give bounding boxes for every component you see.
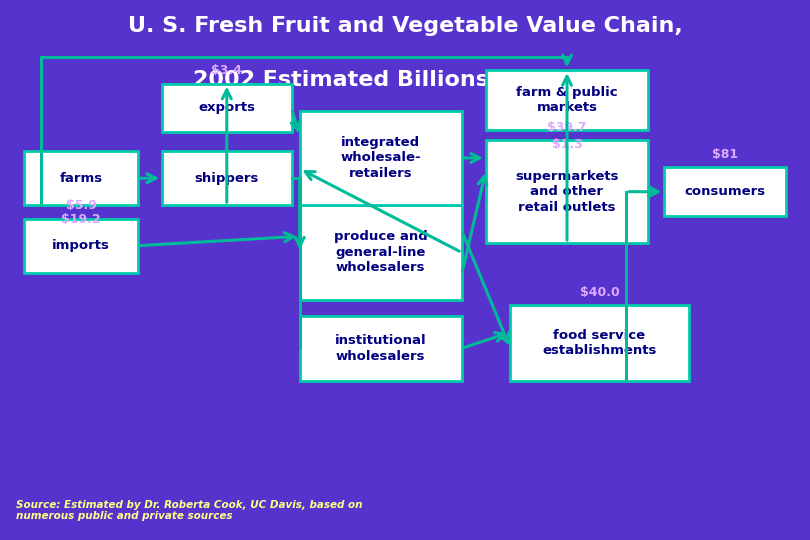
Text: imports: imports	[52, 239, 110, 252]
Text: integrated
wholesale-
retailers: integrated wholesale- retailers	[340, 136, 421, 180]
FancyBboxPatch shape	[486, 70, 648, 130]
Text: 2002 Estimated Billions of Dollars: 2002 Estimated Billions of Dollars	[193, 70, 617, 90]
FancyBboxPatch shape	[486, 140, 648, 243]
Text: supermarkets
and other
retail outlets: supermarkets and other retail outlets	[515, 170, 619, 214]
FancyBboxPatch shape	[300, 205, 462, 300]
Text: exports: exports	[198, 102, 255, 114]
Text: food service
establishments: food service establishments	[542, 329, 657, 357]
Text: shippers: shippers	[194, 172, 259, 185]
FancyBboxPatch shape	[162, 151, 292, 205]
Text: U. S. Fresh Fruit and Vegetable Value Chain,: U. S. Fresh Fruit and Vegetable Value Ch…	[128, 16, 682, 36]
FancyBboxPatch shape	[300, 316, 462, 381]
Text: $3.4: $3.4	[211, 64, 242, 77]
Text: $39.7: $39.7	[548, 121, 586, 134]
Text: farms: farms	[59, 172, 103, 185]
Text: $19.2: $19.2	[62, 213, 100, 226]
FancyBboxPatch shape	[24, 151, 138, 205]
Text: $81: $81	[712, 148, 738, 161]
Text: $1.3: $1.3	[552, 138, 582, 151]
FancyBboxPatch shape	[664, 167, 786, 216]
Text: consumers: consumers	[684, 185, 765, 198]
Text: produce and
general-line
wholesalers: produce and general-line wholesalers	[334, 231, 428, 274]
Text: farm & public
markets: farm & public markets	[516, 86, 618, 114]
FancyBboxPatch shape	[510, 305, 688, 381]
Text: Source: Estimated by Dr. Roberta Cook, UC Davis, based on
numerous public and pr: Source: Estimated by Dr. Roberta Cook, U…	[16, 500, 363, 521]
FancyBboxPatch shape	[162, 84, 292, 132]
Text: $40.0: $40.0	[579, 286, 620, 299]
Text: $5.9: $5.9	[66, 199, 96, 212]
FancyBboxPatch shape	[24, 219, 138, 273]
FancyBboxPatch shape	[300, 111, 462, 205]
Text: institutional
wholesalers: institutional wholesalers	[335, 334, 427, 362]
